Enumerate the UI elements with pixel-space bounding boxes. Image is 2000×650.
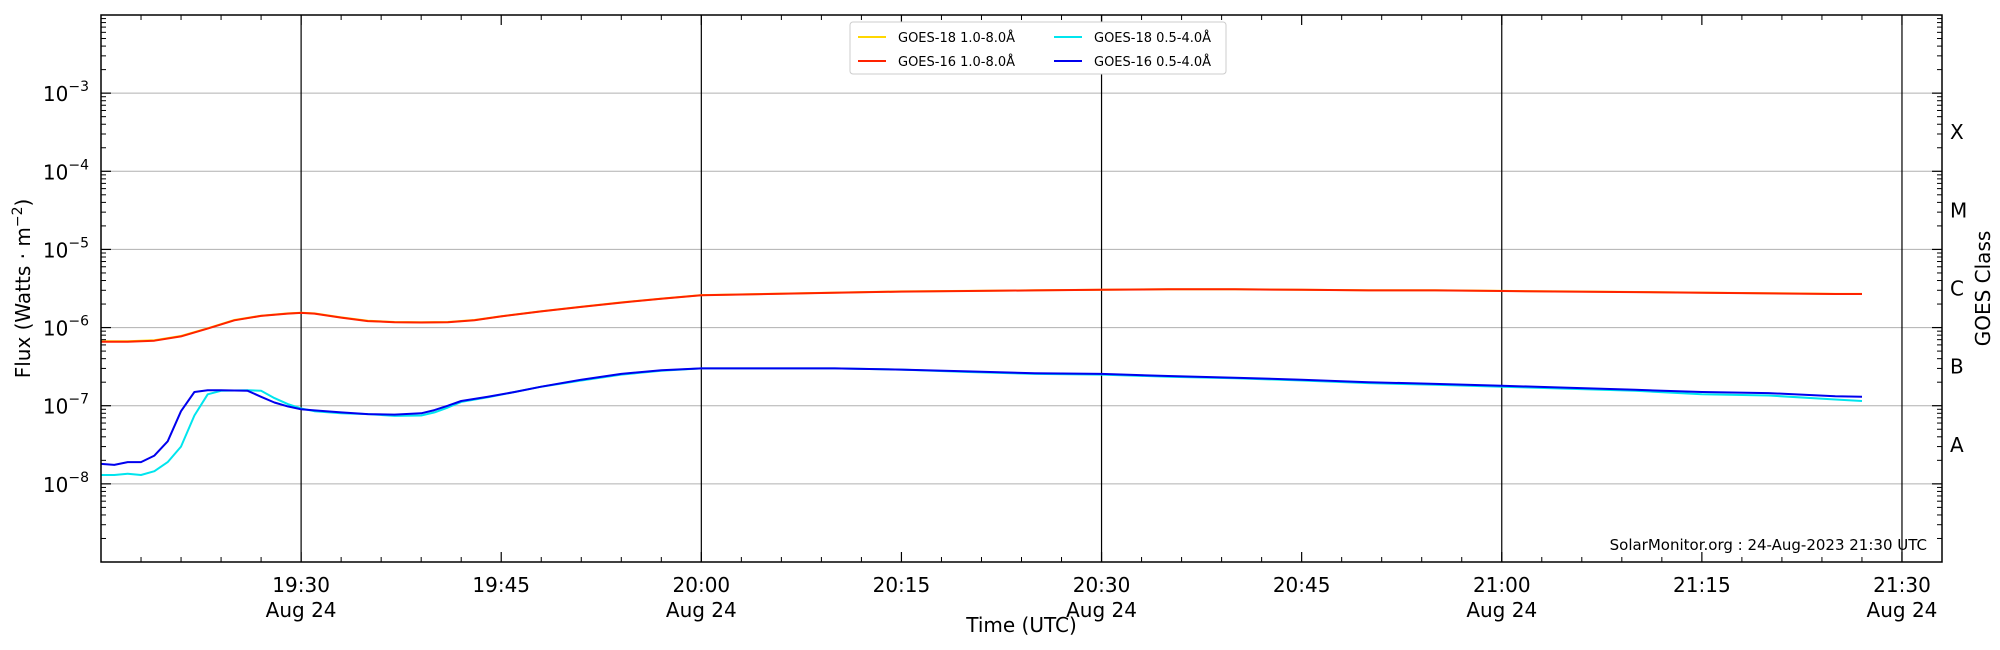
y-tick-label: 10−5	[43, 235, 89, 262]
y-tick-label: 10−6	[43, 314, 89, 341]
y-tick-exponent: −8	[68, 470, 89, 486]
x-tick-label: 21:15	[1673, 573, 1731, 597]
y-tick-exponent: −5	[68, 235, 89, 251]
y-tick-exponent: −4	[68, 157, 89, 173]
plot-frame	[100, 14, 1943, 563]
x-tick-label: 19:45	[472, 573, 530, 597]
x-tick-date-label: Aug 24	[266, 598, 337, 622]
y-tick-base: 10	[43, 395, 68, 419]
series-line	[100, 367, 1863, 466]
y-tick-base: 10	[43, 160, 68, 184]
y-tick-label: 10−3	[43, 79, 89, 106]
legend-entry-label: GOES-16 0.5-4.0Å	[1094, 54, 1211, 70]
x-tick-date-label: Aug 24	[1867, 598, 1938, 622]
y-axis-title-group: Flux (Watts · m−2)	[10, 199, 35, 379]
x-tick-label: 20:30	[1073, 573, 1131, 597]
y-axis-title-main: Flux (Watts · m	[11, 227, 35, 378]
x-tick-label: 21:00	[1473, 573, 1531, 597]
goes-class-label: M	[1950, 198, 1967, 222]
y-axis-title-superscript: −2	[10, 207, 26, 228]
series-layer	[100, 288, 1863, 476]
goes-class-label: C	[1950, 277, 1964, 301]
x-axis-title-group: Time (UTC)	[965, 613, 1077, 637]
legend-box	[849, 21, 1227, 75]
vertical-marker-layer	[300, 15, 1903, 562]
x-tick-label: 20:00	[673, 573, 731, 597]
x-tick-label: 21:30	[1873, 573, 1931, 597]
y-tick-base: 10	[43, 238, 68, 262]
legend-entry-label: GOES-16 1.0-8.0Å	[898, 54, 1015, 70]
y-tick-label: 10−7	[43, 392, 89, 419]
legend: GOES-18 1.0-8.0Å GOES-16 1.0-8.0Å GOES-18 …	[849, 21, 1227, 75]
legend-entry-label: GOES-18 0.5-4.0Å	[1094, 30, 1211, 46]
y-tick-base: 10	[43, 473, 68, 497]
y-axis-title: Flux (Watts · m−2)	[10, 199, 35, 379]
y-tick-base: 10	[43, 82, 68, 106]
series-line	[101, 367, 1863, 476]
y-tick-label: 10−8	[43, 470, 89, 497]
footer-credit: SolarMonitor.org : 24-Aug-2023 21:30 UTC	[1610, 536, 1927, 554]
y-tick-base: 10	[43, 317, 68, 341]
x-tick-label: 20:45	[1273, 573, 1331, 597]
x-tick-date-label: Aug 24	[1066, 598, 1137, 622]
goes-class-label: B	[1950, 355, 1964, 379]
x-tick-date-label: Aug 24	[1466, 598, 1537, 622]
series-line	[101, 288, 1862, 343]
x-tick-date-label: Aug 24	[666, 598, 737, 622]
series-line	[101, 288, 1862, 343]
x-axis-title: Time (UTC)	[965, 613, 1077, 637]
x-tick-label: 20:15	[873, 573, 931, 597]
goes-class-label: X	[1950, 120, 1964, 144]
y-tick-exponent: −7	[68, 392, 89, 408]
y-tick-exponent: −6	[68, 314, 89, 330]
x-tick-label: 19:30	[272, 573, 330, 597]
grid-layer	[101, 92, 1942, 485]
legend-entry-label: GOES-18 1.0-8.0Å	[898, 30, 1015, 46]
right-axis-title: GOES Class	[1971, 231, 1995, 347]
y-axis-title-close: )	[11, 199, 35, 207]
goes-class-label: A	[1950, 433, 1964, 457]
y-tick-exponent: −3	[68, 79, 89, 95]
y-tick-label: 10−4	[43, 157, 89, 184]
